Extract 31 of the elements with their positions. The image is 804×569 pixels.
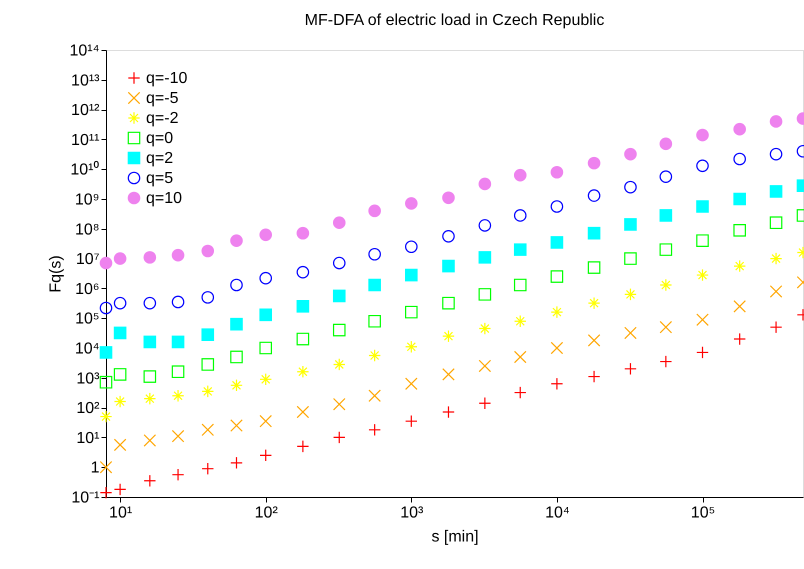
legend-label: q=-5 bbox=[146, 90, 179, 107]
y-tick-label: 10⁻¹ bbox=[71, 490, 100, 506]
y-tick-label: 10² bbox=[76, 400, 100, 418]
legend-label: q=2 bbox=[146, 150, 174, 167]
y-tick-label: 10¹⁴ bbox=[70, 42, 100, 60]
y-tick-label: 10⁷ bbox=[76, 251, 100, 268]
y-tick-label: 10³ bbox=[76, 370, 100, 388]
y-tick-label: 10⁵ bbox=[75, 310, 100, 328]
y-tick-label: 10⁹ bbox=[74, 192, 100, 208]
y-tick-label: 10⁸ bbox=[74, 221, 100, 238]
x-axis-title: s [min] bbox=[431, 528, 479, 546]
legend-label: q=0 bbox=[146, 130, 174, 147]
y-tick-label: 1 bbox=[90, 460, 100, 477]
y-axis-title: Fq(s) bbox=[48, 255, 64, 293]
x-tick-label: 10⁴ bbox=[545, 504, 570, 522]
y-tick-label: 10⁴ bbox=[74, 340, 100, 358]
legend-label: q=-2 bbox=[146, 110, 179, 127]
x-tick-label: 10¹ bbox=[109, 504, 132, 522]
legend-label: q=5 bbox=[146, 170, 174, 187]
legend-label: q=-10 bbox=[146, 70, 188, 87]
y-tick-label: 10¹⁰ bbox=[70, 160, 100, 179]
y-tick-label: 10¹³ bbox=[71, 72, 100, 90]
x-tick-label: 10⁵ bbox=[690, 504, 716, 522]
y-tick-label: 10⁶ bbox=[75, 280, 100, 298]
legend-label: q=10 bbox=[146, 190, 182, 207]
chart-title: MF-DFA of electric load in Czech Republic bbox=[304, 12, 604, 29]
y-tick-label: 10¹ bbox=[76, 430, 100, 447]
y-tick-label: 10¹¹ bbox=[71, 132, 100, 149]
x-tick-label: 10³ bbox=[400, 504, 424, 522]
x-tick-label: 10² bbox=[254, 504, 278, 522]
y-tick-label: 10¹² bbox=[71, 102, 100, 120]
